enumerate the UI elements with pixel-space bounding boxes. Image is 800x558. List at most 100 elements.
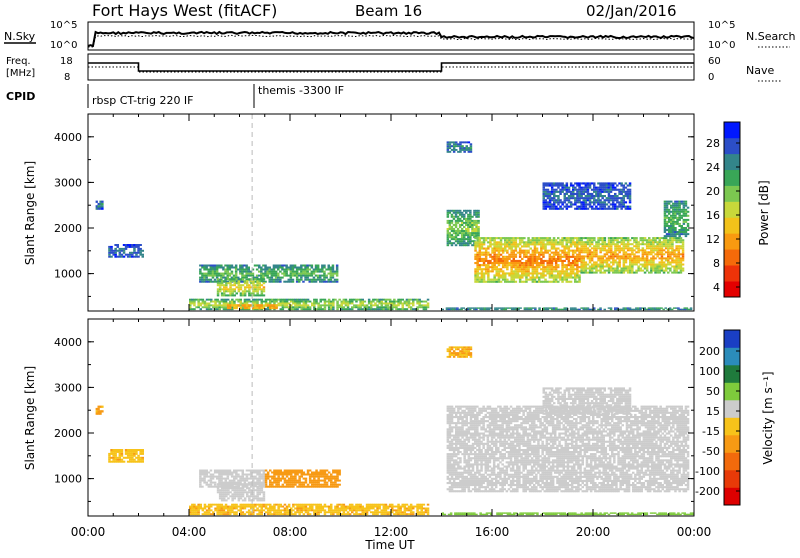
freq-label: Freq. [6,56,31,67]
heatmap-cell [587,247,590,249]
colorbar-tick-label: 16 [706,209,720,222]
heatmap-cell [616,197,619,199]
heatmap-cell [284,478,287,480]
heatmap-cell [496,260,499,262]
heatmap-cell [678,205,681,207]
heatmap-cell [286,476,289,478]
heatmap-cell [593,185,596,187]
heatmap-cell [656,255,659,257]
heatmap-cell [205,277,208,279]
heatmap-cell [306,271,309,273]
heatmap-cell [591,257,594,259]
heatmap-cell [599,307,602,308]
heatmap-cell [123,250,126,252]
heatmap-cell [687,229,690,231]
heatmap-cell [642,239,645,241]
heatmap-cell [267,478,270,480]
heatmap-cell [108,254,111,256]
heatmap-cell [455,214,458,216]
heatmap-cell [332,301,335,303]
heatmap-cell [683,223,686,225]
heatmap-cell [568,237,571,239]
heatmap-cell [576,254,579,256]
heatmap-cell [324,480,327,482]
heatmap-cell [208,303,211,305]
heatmap-cell [549,250,552,252]
heatmap-cell [530,248,533,250]
heatmap-cell [667,259,670,261]
heatmap-cell [642,264,645,266]
heatmap-cell [674,235,677,237]
heatmap-cell [685,203,688,205]
heatmap-cell [555,262,558,264]
heatmap-cell [534,307,537,308]
heatmap-cell [625,255,628,257]
heatmap-cell [687,211,690,213]
heatmap-cell [261,513,264,515]
heatmap-cell [576,277,579,279]
heatmap-cell [496,245,499,247]
heatmap-cell [200,506,203,508]
heatmap-cell [474,250,477,252]
heatmap-cell [139,248,142,250]
heatmap-cell [135,453,138,455]
heatmap-cell [682,249,685,251]
heatmap-cell [263,493,266,495]
heatmap-cell [668,203,671,205]
heatmap-cell [521,239,524,241]
colorbar-swatch [724,138,740,154]
colorbar-swatch [724,217,740,233]
heatmap-cell [475,309,478,310]
heatmap-cell [675,266,678,268]
heatmap-cell [536,274,539,276]
heatmap-cell [364,304,367,306]
heatmap-cell [302,281,305,283]
heatmap-cell [576,248,579,250]
heatmap-cell [364,306,367,308]
heatmap-cell [193,308,196,310]
heatmap-cell [589,187,592,189]
heatmap-cell [637,251,640,253]
heatmap-cell [275,307,278,310]
heatmap-cell [317,478,320,480]
heatmap-cell [324,472,327,474]
heatmap-cell [282,484,285,486]
heatmap-cell [225,504,228,506]
heatmap-cell [301,470,304,472]
heatmap-cell [650,253,653,255]
heatmap-cell [610,247,613,249]
heatmap-cell [263,504,266,506]
heatmap-cell [269,267,272,269]
nave-tick-bottom: 0 [708,72,714,83]
heatmap-cell [282,308,285,310]
heatmap-cell [517,262,520,264]
heatmap-cell [121,455,124,457]
heatmap-cell [476,245,479,247]
heatmap-cell [298,480,301,482]
heatmap-cell [477,216,480,218]
heatmap-cell [527,274,530,276]
heatmap-cell [635,239,638,241]
heatmap-cell [612,257,615,259]
heatmap-cell [530,309,533,310]
heatmap-cell [685,231,688,233]
heatmap-cell [561,268,564,270]
heatmap-cell [336,267,339,269]
heatmap-cell [477,232,480,234]
heatmap-cell [479,256,482,258]
heatmap-cell [463,236,466,238]
heatmap-cell [496,250,499,252]
ytick-label: 4000 [54,131,82,144]
heatmap-cell [285,271,288,273]
heatmap-cell [519,279,522,281]
heatmap-cell [570,206,573,208]
heatmap-cell [663,249,666,251]
heatmap-cell [644,249,647,251]
heatmap-cell [665,307,668,308]
heatmap-cell [235,275,238,277]
heatmap-cell [557,281,560,283]
heatmap-cell [525,254,528,256]
heatmap-cell [336,269,339,271]
heatmap-cell [227,478,230,480]
